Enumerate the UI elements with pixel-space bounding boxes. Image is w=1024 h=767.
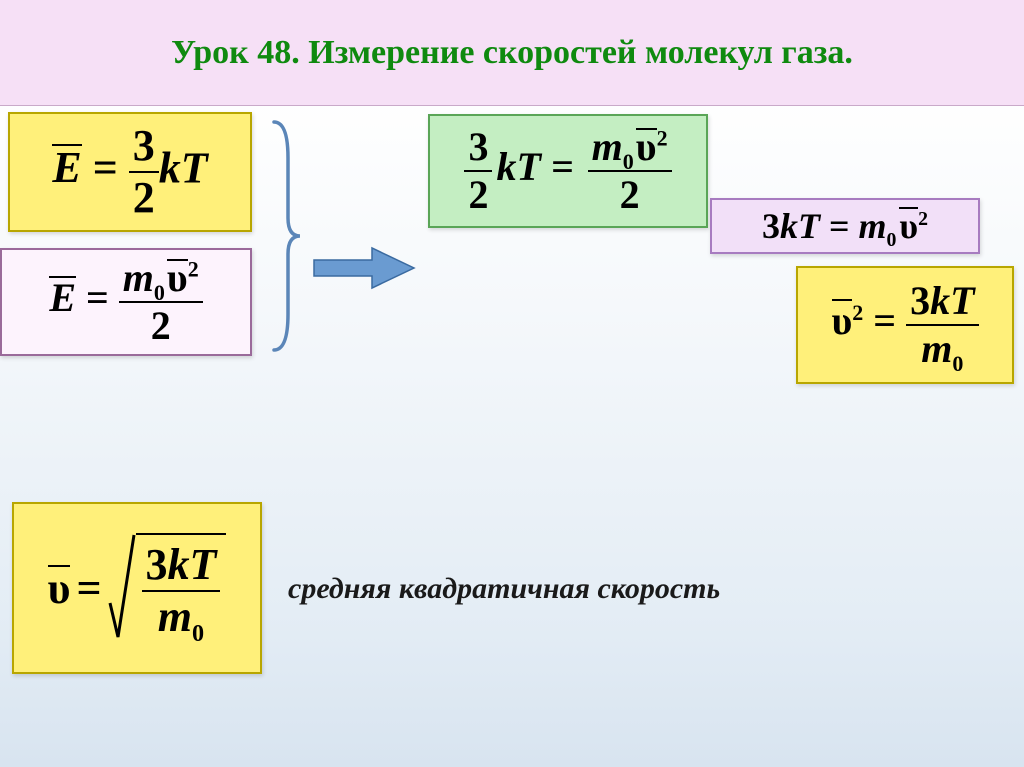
- num-3: 3: [910, 278, 930, 323]
- formula-box-v2-solve: υ2 = 3kT3kTm0: [796, 266, 1014, 384]
- sub-0: 0: [887, 229, 897, 251]
- formula-box-v-rms: υ = 3kT3kT m0: [12, 502, 262, 674]
- sqrt-icon: [108, 533, 136, 643]
- eq-sign: =: [76, 275, 119, 320]
- sym-m: m: [158, 592, 192, 641]
- eq-sign: =: [76, 563, 101, 614]
- title-bar: Урок 48. Измерение скоростей молекул газ…: [0, 0, 1024, 106]
- sym-m: m: [859, 206, 887, 246]
- sym-m: m: [592, 124, 623, 169]
- curly-brace-icon: [266, 118, 302, 354]
- formula-box-3kt-mv2: 3kT = 3kT = mm0υ2: [710, 198, 980, 254]
- num-3: 3: [464, 126, 492, 168]
- num: 3: [129, 123, 159, 169]
- sym-E-bar: E: [49, 274, 76, 321]
- sup-2: 2: [918, 208, 928, 230]
- sym-v-bar: υ: [167, 257, 188, 299]
- num-3: 3: [146, 540, 168, 589]
- formula-box-energy-kt: E = 3 2kT: [8, 112, 252, 232]
- sup-2: 2: [657, 126, 668, 151]
- mid-kT-eq: kT =: [496, 144, 583, 189]
- sup-2: 2: [852, 300, 863, 325]
- sub-0: 0: [952, 351, 963, 376]
- den-2: 2: [616, 174, 644, 216]
- sub-0: 0: [192, 620, 204, 647]
- sym-E-bar: E: [52, 142, 81, 193]
- eq-sign: =: [863, 298, 906, 343]
- tail-kT: kT: [159, 143, 208, 192]
- sym-m: m: [123, 255, 154, 300]
- sym-m: m: [921, 326, 952, 371]
- formula-box-equate: 32kT = m0υ22: [428, 114, 708, 228]
- title-text: Урок 48. Измерение скоростей молекул газ…: [171, 33, 853, 72]
- arrow-right-icon: [312, 246, 416, 290]
- sym-v-bar: υ: [636, 126, 657, 168]
- den-2: 2: [464, 174, 492, 216]
- formula-box-energy-mv2: E = m0υ22: [0, 248, 252, 356]
- sup-2: 2: [188, 257, 199, 282]
- caption-rms-speed: средняя квадратичная скорость: [288, 572, 720, 606]
- sym-kT: kT: [930, 278, 974, 323]
- sym-v-bar: υ: [832, 297, 853, 344]
- den: 2: [147, 305, 175, 347]
- sym-kT: kT: [780, 206, 820, 246]
- eq-sign: =: [82, 143, 129, 192]
- sym-kT: kT: [168, 540, 217, 589]
- den: 2: [129, 175, 159, 221]
- lhs-3: 3: [762, 206, 780, 246]
- sym-v-bar: υ: [899, 205, 918, 247]
- sym-v-bar: υ: [48, 563, 71, 614]
